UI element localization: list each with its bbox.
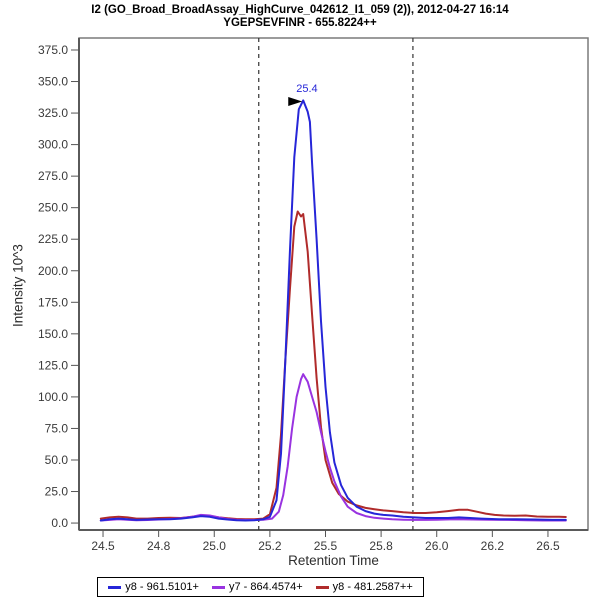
series-color-swatch-icon (211, 585, 225, 589)
x-tick-label: 25.0 (203, 539, 227, 553)
x-tick-label: 24.5 (91, 539, 115, 553)
y-tick-label: 200.0 (38, 264, 68, 278)
legend-item: y8 - 481.2587++ (315, 581, 413, 593)
y-axis-title: Intensity 10^3 (10, 244, 26, 327)
chromatogram-trace[interactable] (99, 210, 567, 521)
y-tick-label: 325.0 (38, 106, 68, 120)
chart-header: I2 (GO_Broad_BroadAssay_HighCurve_042612… (0, 4, 600, 30)
chromatogram-trace[interactable] (99, 373, 567, 522)
y-tick-label: 375.0 (38, 43, 68, 57)
x-tick-label: 25.2 (258, 539, 282, 553)
y-tick-label: 350.0 (38, 75, 68, 89)
legend-item: y7 - 864.4574+ (211, 581, 303, 593)
series-color-swatch-icon (315, 585, 329, 589)
legend-label: y7 - 864.4574+ (228, 581, 303, 593)
legend-label: y8 - 481.2587++ (332, 581, 413, 593)
y-tick-label: 0.0 (51, 516, 68, 530)
y-tick-label: 25.0 (45, 485, 69, 499)
y-tick-label: 75.0 (45, 421, 69, 435)
x-tick-label: 24.8 (147, 539, 171, 553)
y-tick-label: 300.0 (38, 138, 68, 152)
x-tick-label: 26.2 (481, 539, 505, 553)
series-color-swatch-icon (108, 585, 122, 589)
y-tick-label: 225.0 (38, 232, 68, 246)
chart-subtitle: YGEPSEVFINR - 655.8224++ (223, 17, 377, 29)
chromatogram-trace[interactable] (99, 99, 567, 522)
x-tick-label: 26.0 (425, 539, 449, 553)
x-tick-label: 26.5 (536, 539, 560, 553)
y-tick-label: 150.0 (38, 327, 68, 341)
y-tick-label: 250.0 (38, 201, 68, 215)
x-axis-title: Retention Time (288, 553, 379, 568)
chart-title: I2 (GO_Broad_BroadAssay_HighCurve_042612… (91, 4, 509, 16)
y-tick-label: 100.0 (38, 390, 68, 404)
peak-arrow-icon (288, 96, 303, 106)
y-tick-label: 175.0 (38, 295, 68, 309)
x-tick-label: 25.8 (369, 539, 393, 553)
y-tick-label: 50.0 (45, 453, 69, 467)
y-tick-label: 125.0 (38, 358, 68, 372)
peak-retention-time-annotation: 25.4 (296, 83, 318, 96)
legend-label: y8 - 961.5101+ (125, 581, 199, 593)
x-tick-label: 25.5 (314, 539, 338, 553)
legend-item: y8 - 961.5101+ (108, 581, 199, 593)
legend: y8 - 961.5101+ y7 - 864.4574+ y8 - 481.2… (97, 577, 424, 597)
y-tick-label: 275.0 (38, 169, 68, 183)
